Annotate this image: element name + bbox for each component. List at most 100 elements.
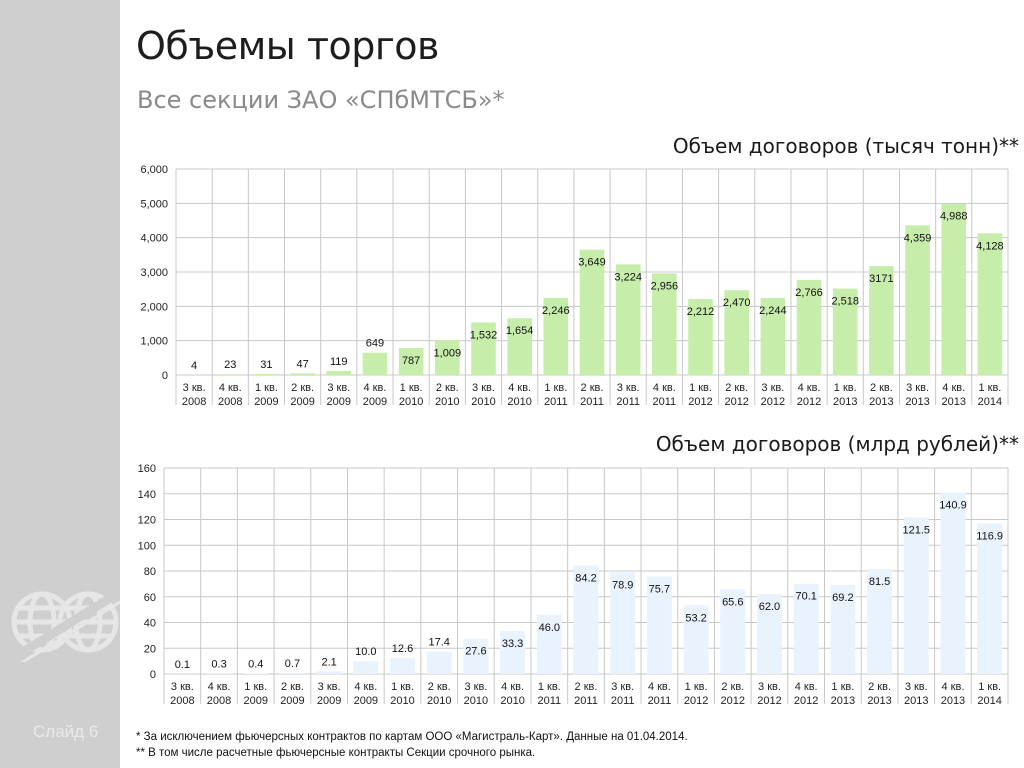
rubles-data-label: 121.5: [902, 525, 930, 537]
tonnes-data-label: 2,766: [795, 287, 823, 299]
tonnes-category-year: 2009: [254, 396, 278, 408]
rubles-data-label: 17.4: [429, 637, 450, 649]
rubles-bar: [610, 572, 636, 674]
tonnes-ytick-label: 0: [162, 370, 168, 382]
tonnes-data-label: 119: [330, 356, 348, 368]
tonnes-category-year: 2010: [435, 396, 459, 408]
rubles-bar: [316, 671, 342, 674]
rubles-category-label: 1 кв.: [685, 681, 708, 693]
rubles-category-year: 2012: [794, 695, 818, 707]
tonnes-category-year: 2009: [363, 396, 387, 408]
chart-tonnes-title: Объем договоров (тысяч тонн)**: [672, 134, 1019, 158]
tonnes-category-label: 2 кв.: [291, 382, 314, 394]
rubles-category-label: 3 кв.: [905, 681, 928, 693]
tonnes-data-label: 1,654: [506, 325, 534, 337]
tonnes-ytick-label: 1,000: [140, 336, 168, 348]
rubles-category-year: 2013: [867, 695, 891, 707]
tonnes-category-label: 3 кв.: [906, 382, 929, 394]
rubles-data-label: 0.1: [175, 659, 190, 671]
rubles-category-year: 2008: [170, 695, 194, 707]
rubles-data-label: 75.7: [649, 584, 670, 596]
rubles-category-year: 2010: [464, 695, 488, 707]
rubles-bar: [903, 517, 929, 674]
rubles-ytick-label: 160: [138, 463, 156, 475]
tonnes-data-label: 649: [366, 338, 384, 350]
rubles-data-label: 0.4: [248, 658, 263, 670]
tonnes-data-label: 23: [224, 359, 236, 371]
tonnes-category-year: 2013: [869, 396, 893, 408]
tonnes-ytick-label: 4,000: [140, 233, 168, 245]
rubles-bar: [793, 583, 819, 674]
rubles-bar: [463, 638, 489, 674]
tonnes-category-label: 2 кв.: [581, 382, 604, 394]
rubles-category-year: 2013: [831, 695, 855, 707]
tonnes-category-label: 4 кв.: [653, 382, 676, 394]
tonnes-data-label: 3171: [869, 273, 893, 285]
rubles-category-label: 4 кв.: [354, 681, 377, 693]
rubles-bar: [830, 584, 856, 674]
rubles-data-label: 81.5: [869, 576, 890, 588]
rubles-bar: [353, 661, 379, 674]
tonnes-category-year: 2008: [218, 396, 242, 408]
rubles-category-year: 2011: [611, 695, 635, 707]
rubles-data-label: 0.3: [211, 659, 226, 671]
rubles-category-label: 1 кв.: [244, 681, 267, 693]
rubles-bar: [757, 594, 782, 674]
rubles-ytick-label: 40: [144, 618, 156, 630]
tonnes-category-year: 2009: [290, 396, 314, 408]
tonnes-category-year: 2013: [833, 396, 857, 408]
rubles-bar: [426, 651, 452, 674]
rubles-data-label: 78.9: [612, 579, 633, 591]
tonnes-category-year: 2013: [941, 396, 965, 408]
rubles-bar: [573, 565, 599, 674]
tonnes-bar: [832, 288, 858, 375]
rubles-category-label: 4 кв.: [501, 681, 524, 693]
rubles-category-label: 3 кв.: [758, 681, 781, 693]
slide-number: Слайд 6: [33, 722, 99, 741]
tonnes-category-label: 4 кв.: [219, 382, 242, 394]
tonnes-bar: [290, 373, 315, 375]
tonnes-data-label: 4,128: [976, 240, 1004, 252]
tonnes-category-label: 1 кв.: [689, 382, 712, 394]
rubles-category-year: 2010: [390, 695, 414, 707]
rubles-category-year: 2009: [243, 695, 267, 707]
tonnes-data-label: 2,212: [687, 306, 715, 318]
tonnes-bar: [398, 347, 424, 375]
rubles-ytick-label: 0: [150, 669, 156, 681]
rubles-data-label: 33.3: [502, 638, 523, 650]
tonnes-data-label: 3,224: [614, 271, 642, 283]
tonnes-data-label: 4,359: [904, 232, 932, 244]
rubles-category-label: 3 кв.: [464, 681, 487, 693]
tonnes-bar: [688, 299, 713, 375]
tonnes-bar: [652, 273, 677, 375]
tonnes-data-label: 787: [402, 355, 420, 367]
rubles-category-year: 2013: [941, 695, 965, 707]
tonnes-category-label: 3 кв.: [617, 382, 640, 394]
rubles-category-label: 3 кв.: [318, 681, 341, 693]
tonnes-category-year: 2013: [905, 396, 929, 408]
tonnes-data-label: 2,956: [651, 281, 679, 293]
footnotes: * За исключением фьючерсных контрактов п…: [136, 729, 688, 761]
rubles-category-year: 2009: [280, 695, 304, 707]
rubles-category-year: 2012: [721, 695, 745, 707]
tonnes-ytick-label: 6,000: [140, 164, 168, 176]
rubles-data-label: 46.0: [539, 622, 560, 634]
rubles-category-label: 3 кв.: [611, 681, 634, 693]
rubles-category-label: 1 кв.: [978, 681, 1001, 693]
chart-rubles-title: Объем договоров (млрд рублей)**: [655, 432, 1019, 456]
tonnes-bar: [615, 264, 641, 375]
tonnes-category-label: 1 кв.: [834, 382, 857, 394]
rubles-data-label: 140.9: [939, 500, 967, 512]
rubles-category-label: 2 кв.: [281, 681, 304, 693]
tonnes-category-label: 4 кв.: [798, 382, 821, 394]
rubles-data-label: 62.0: [759, 601, 780, 613]
rubles-ytick-label: 100: [138, 540, 156, 552]
tonnes-bar: [362, 352, 388, 375]
rubles-ytick-label: 140: [138, 489, 156, 501]
rubles-bar: [243, 673, 269, 674]
rubles-bar: [940, 492, 966, 674]
tonnes-category-year: 2009: [327, 396, 351, 408]
tonnes-bar: [507, 318, 532, 375]
rubles-category-year: 2009: [354, 695, 378, 707]
tonnes-bar: [217, 374, 243, 375]
